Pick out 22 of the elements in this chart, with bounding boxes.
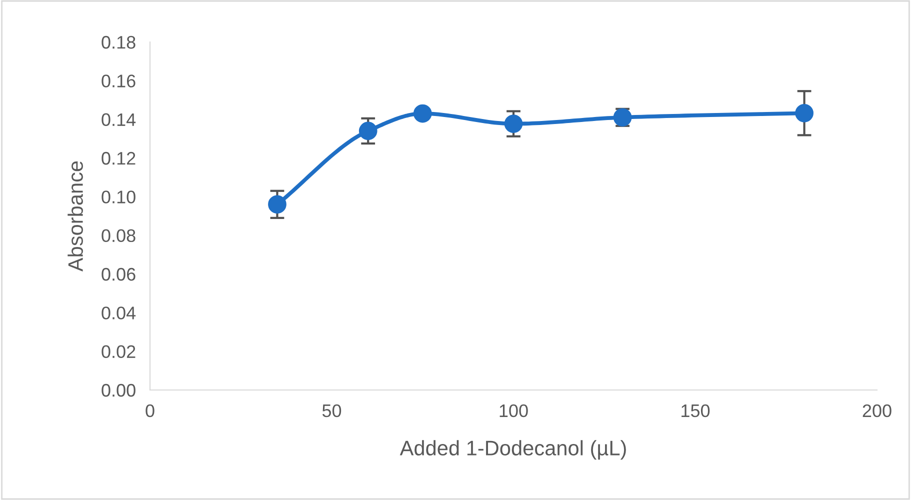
x-tick-label: 150 — [682, 404, 710, 418]
point — [413, 104, 432, 123]
point — [795, 104, 814, 122]
point — [504, 114, 523, 133]
y-tick-label: 0.00 — [102, 384, 136, 397]
y-tick-label: 0.14 — [102, 113, 136, 126]
x-tick-label: 200 — [862, 404, 892, 418]
y-tick-label: 0.02 — [102, 345, 136, 358]
y-tick-label: 0.06 — [102, 268, 136, 281]
point — [358, 122, 378, 140]
y-tick-label: 0.10 — [102, 190, 136, 204]
y-tick-label: 0.18 — [102, 36, 136, 49]
y-tick-label: 0.12 — [102, 152, 136, 165]
y-tick-label: 0.16 — [102, 74, 136, 88]
x-tick-label: 0 — [146, 404, 154, 418]
x-tick-label: 50 — [322, 404, 342, 418]
y-tick-label: 0.08 — [102, 229, 136, 242]
y-tick-label: 0.04 — [102, 306, 136, 320]
point — [268, 195, 286, 214]
y-axis-title: Absorbance — [68, 161, 83, 272]
x-tick-label: 100 — [500, 404, 528, 418]
x-axis-title: Added 1-Dodecanol (µL) — [400, 440, 626, 460]
